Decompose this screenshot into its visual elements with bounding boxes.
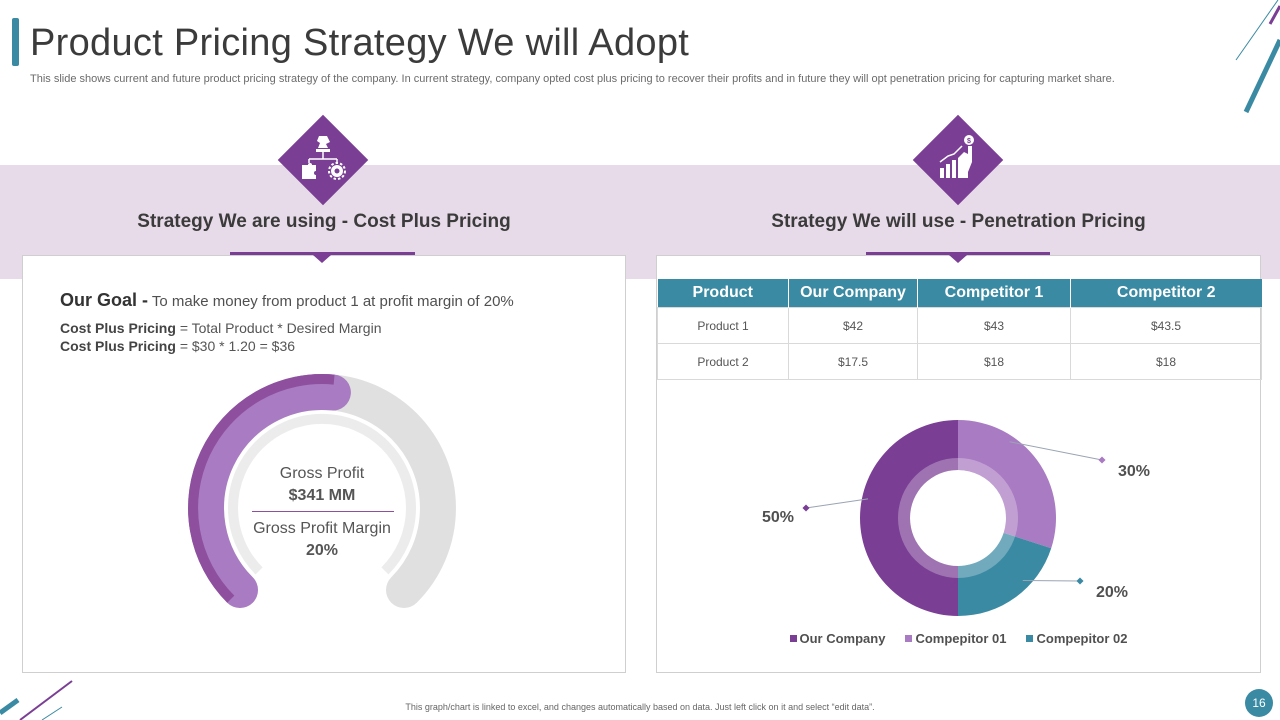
- formula-line-1: Cost Plus Pricing = Total Product * Desi…: [60, 320, 382, 336]
- page-number: 16: [1245, 689, 1273, 717]
- formula-2-text: = $30 * 1.20 = $36: [179, 338, 296, 354]
- cost-plus-pointer: [313, 255, 331, 263]
- table-cell: $43: [917, 307, 1071, 344]
- donut-data-label: 30%: [1118, 463, 1150, 480]
- page-subtitle: This slide shows current and future prod…: [30, 73, 1115, 85]
- legend-label: Compepitor 02: [1036, 631, 1128, 646]
- table-cell: $43.5: [1070, 307, 1262, 344]
- legend-swatch: [905, 635, 913, 642]
- col-header-product: Product: [657, 279, 789, 308]
- gauge-fill-edge: [188, 374, 335, 603]
- table-cell: $42: [788, 307, 918, 344]
- pricing-table: Product Our Company Competitor 1 Competi…: [657, 279, 1262, 380]
- corner-decoration-bottom-left: [0, 680, 73, 720]
- strategy-diamond-left: [277, 114, 369, 206]
- donut-slice-compepitor-02: [958, 532, 1052, 616]
- gauge-inner-track: [228, 413, 416, 575]
- legend-label: Compepitor 01: [915, 631, 1007, 646]
- formula-2-label: Cost Plus Pricing: [60, 338, 176, 354]
- table-cell: $18: [1070, 343, 1262, 380]
- formula-1-label: Cost Plus Pricing: [60, 320, 176, 336]
- gross-profit-label: Gross Profit: [279, 465, 365, 482]
- donut-leader-marker: [1076, 577, 1084, 585]
- svg-text:$: $: [967, 138, 971, 145]
- legend-swatch: [789, 635, 797, 642]
- gross-profit-margin-value: 20%: [305, 542, 339, 559]
- gross-profit-margin-label: Gross Profit Margin: [253, 520, 391, 537]
- growth-chart-hand-icon: $: [939, 135, 974, 178]
- cost-plus-underline: [230, 252, 415, 255]
- table-row: Product 1 $42 $43 $43.5: [657, 307, 1262, 344]
- table-cell: Product 1: [657, 307, 789, 344]
- donut-inner-ring: [898, 458, 1018, 578]
- goal-label: Our Goal -: [60, 290, 149, 310]
- page-title: Product Pricing Strategy We will Adopt: [30, 22, 690, 64]
- donut-leader-line: [1009, 441, 1103, 461]
- gross-profit-gauge: [188, 374, 456, 608]
- legend-label: Our Company: [799, 631, 886, 646]
- chess-knight-strategy-icon: [302, 136, 346, 180]
- cost-plus-heading: Strategy We are using - Cost Plus Pricin…: [137, 211, 511, 232]
- gauge-divider: [252, 511, 394, 512]
- gauge-fill-arc: [188, 374, 351, 608]
- footer-note: This graph/chart is linked to excel, and…: [405, 702, 875, 712]
- table-cell: $17.5: [788, 343, 918, 380]
- goal-statement: Our Goal - To make money from product 1 …: [60, 290, 514, 311]
- goal-text: To make money from product 1 at profit m…: [151, 293, 514, 310]
- legend-item-our-company: Our Company: [789, 631, 886, 646]
- legend-item-competitor-01: Compepitor 01: [905, 631, 1006, 646]
- col-header-competitor-1: Competitor 1: [917, 279, 1071, 308]
- donut-data-label: 50%: [762, 509, 794, 526]
- corner-decoration-top-right: [1235, 0, 1280, 114]
- table-header-row: Product Our Company Competitor 1 Competi…: [657, 279, 1262, 308]
- penetration-heading: Strategy We will use - Penetration Prici…: [771, 211, 1146, 232]
- table-cell: $18: [917, 343, 1071, 380]
- market-share-donut-chart: 30% 20% 50%: [762, 420, 1150, 616]
- donut-leader-marker: [802, 504, 810, 512]
- legend-item-competitor-02: Compepitor 02: [1026, 631, 1128, 646]
- legend-swatch: [1026, 635, 1034, 642]
- col-header-our-company: Our Company: [788, 279, 918, 308]
- formula-1-text: = Total Product * Desired Margin: [179, 320, 382, 336]
- title-accent-bar: [12, 18, 19, 66]
- penetration-underline: [866, 252, 1050, 255]
- formula-line-2: Cost Plus Pricing = $30 * 1.20 = $36: [60, 338, 295, 354]
- donut-slice-compepitor-01: [958, 420, 1056, 549]
- col-header-competitor-2: Competitor 2: [1070, 279, 1262, 308]
- gross-profit-value: $341 MM: [288, 487, 356, 504]
- donut-legend: Our Company Compepitor 01 Compepitor 02: [656, 631, 1261, 646]
- penetration-pointer: [949, 255, 967, 263]
- table-row: Product 2 $17.5 $18 $18: [657, 343, 1262, 380]
- cost-plus-panel: [22, 255, 626, 673]
- table-cell: Product 2: [657, 343, 789, 380]
- donut-leader-marker: [1098, 456, 1106, 464]
- donut-slice-our-company: [860, 420, 958, 616]
- strategy-diamond-right: $: [912, 114, 1004, 206]
- donut-data-label: 20%: [1096, 584, 1128, 601]
- donut-leader-line: [805, 498, 869, 509]
